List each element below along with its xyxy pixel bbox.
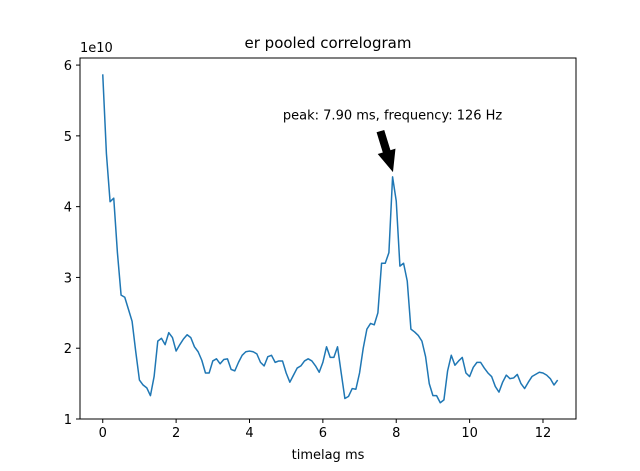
y-tick-label: 1 <box>64 413 72 428</box>
x-tick-label: 4 <box>245 426 253 441</box>
axes-frame <box>79 57 577 420</box>
y-tick-label: 5 <box>64 130 72 145</box>
y-tick-label: 2 <box>64 342 72 357</box>
x-tick-label: 2 <box>172 426 180 441</box>
x-tick-label: 12 <box>535 426 552 441</box>
x-axis-label: timelag ms <box>292 448 365 463</box>
chart-title: er pooled correlogram <box>245 34 412 52</box>
y-tick-label: 3 <box>64 271 72 286</box>
series-line-0 <box>102 74 559 404</box>
peak-annotation-arrow <box>376 129 396 173</box>
x-tick-label: 6 <box>319 426 327 441</box>
y-tick-label: 6 <box>64 59 72 74</box>
peak-annotation-text: peak: 7.90 ms, frequency: 126 Hz <box>283 109 503 124</box>
y-tick-label: 4 <box>64 201 72 216</box>
x-tick-label: 10 <box>461 426 478 441</box>
x-tick-label: 0 <box>99 426 107 441</box>
y-offset-label: 1e10 <box>80 41 113 56</box>
x-tick-label: 8 <box>392 426 400 441</box>
